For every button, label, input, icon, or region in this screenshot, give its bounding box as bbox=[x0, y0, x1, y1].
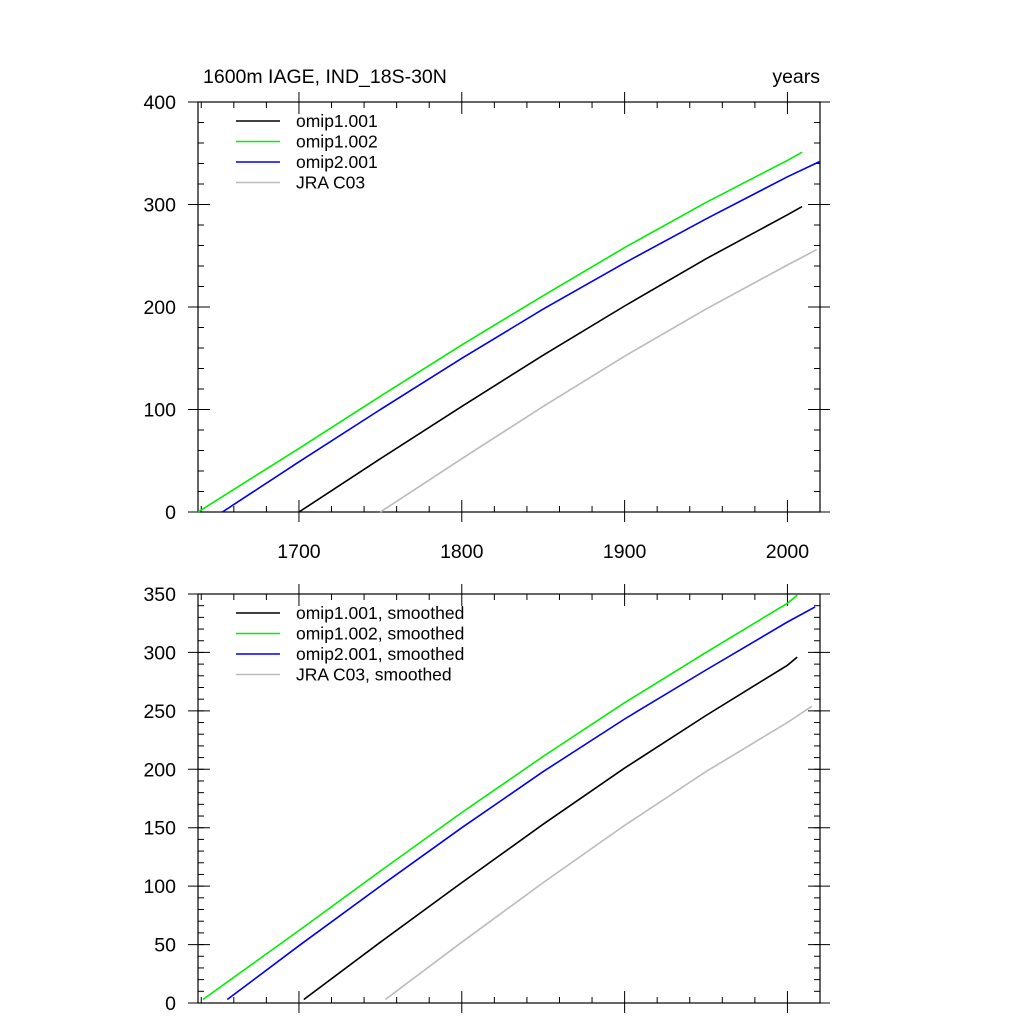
x-tick-label: 1800 bbox=[440, 541, 484, 563]
series-line-omip2-001 bbox=[221, 160, 821, 513]
y-tick-label: 300 bbox=[143, 642, 176, 664]
top-panel: 1700 1800 1900 20000100200300400omip1.001om… bbox=[143, 92, 830, 563]
x-tick-label: 1900 bbox=[603, 541, 647, 563]
y-tick-label: 250 bbox=[143, 701, 176, 723]
y-tick-label: 150 bbox=[143, 818, 176, 840]
legend-label: omip1.002, smoothed bbox=[296, 624, 464, 644]
y-tick-label: 100 bbox=[143, 876, 176, 898]
legend-label: omip1.002 bbox=[296, 132, 378, 152]
x-tick-label: 1700 bbox=[277, 541, 321, 563]
legend-label: omip2.001, smoothed bbox=[296, 644, 464, 664]
y-tick-label: 350 bbox=[143, 584, 176, 606]
chart-units: years bbox=[772, 66, 820, 88]
chart-title: 1600m IAGE, IND_18S-30N bbox=[203, 66, 447, 88]
series-line-omip1-002 bbox=[197, 151, 803, 513]
series-line-omip1-001 bbox=[303, 656, 798, 1001]
bottom-panel: 0 50 100 150 200 250 300 350 omip1.001, smoothed… bbox=[143, 584, 830, 1015]
series-line-omip1-001 bbox=[298, 205, 803, 513]
series-line-omip2-001 bbox=[226, 606, 816, 1001]
legend-label: JRA C03 bbox=[296, 173, 365, 193]
series-line-omip1-002 bbox=[202, 594, 798, 1001]
y-tick-label: 200 bbox=[143, 759, 176, 781]
y-tick-label: 300 bbox=[143, 195, 176, 217]
y-tick-label: 0 bbox=[165, 502, 176, 524]
y-tick-label: 0 bbox=[165, 993, 176, 1015]
plot-frame bbox=[197, 101, 821, 513]
series-line-jra-c03 bbox=[379, 248, 818, 513]
x-tick-label: 2000 bbox=[766, 541, 810, 563]
legend-label: omip1.001, smoothed bbox=[296, 603, 464, 623]
plot-frame bbox=[197, 593, 821, 1004]
y-tick-label: 50 bbox=[154, 935, 176, 957]
series-line-jra-c03 bbox=[384, 705, 813, 1001]
legend-label: omip2.001 bbox=[296, 152, 378, 172]
legend-label: omip1.001 bbox=[296, 111, 378, 131]
legend-label: JRA C03, smoothed bbox=[296, 665, 452, 685]
y-tick-label: 200 bbox=[143, 297, 176, 319]
y-tick-label: 100 bbox=[143, 400, 176, 422]
y-tick-label: 400 bbox=[143, 92, 176, 114]
